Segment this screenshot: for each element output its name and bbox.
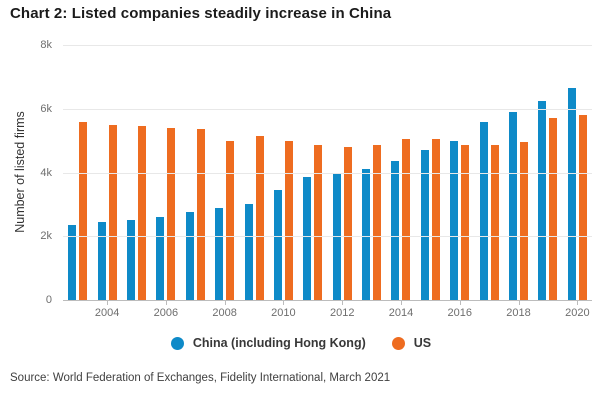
gridline-6k [63, 108, 592, 110]
gridline-2k [63, 236, 592, 238]
bar-us-2015 [431, 139, 440, 300]
bar-group-2020: 2020 [563, 45, 592, 319]
bar-series-container: 2004 2006 2008 2010 2012 2014 2016 2018 2020 [63, 45, 592, 319]
y-tick-label-2k: 2k [40, 230, 52, 243]
bar-us-2017 [490, 145, 499, 300]
bar-china-2003 [68, 225, 77, 300]
x-tick-label-2014: 2014 [388, 307, 414, 319]
bar-china-2004 [97, 221, 106, 300]
bar-group-2016: 2016 [445, 45, 474, 319]
bar-group-2005 [122, 45, 151, 300]
x-tick-mark-2004 [107, 300, 109, 305]
bar-group-2004: 2004 [92, 45, 121, 319]
x-tick-label-2008: 2008 [212, 307, 237, 319]
bar-us-2020 [578, 115, 587, 300]
x-tick-mark-2010 [283, 300, 285, 305]
bar-group-2003 [63, 45, 92, 300]
bar-china-2016 [450, 140, 459, 300]
legend-item-us: US [391, 336, 432, 350]
gridline-4k [63, 172, 592, 174]
x-tick-mark-2012 [342, 300, 344, 305]
bar-china-2006 [156, 217, 165, 300]
x-tick-label-2016: 2016 [447, 307, 473, 319]
bar-china-2008 [215, 207, 224, 300]
bar-china-2015 [420, 150, 429, 300]
bar-group-2009 [239, 45, 268, 300]
x-tick-mark-2006 [165, 300, 167, 305]
bar-us-2005 [137, 126, 146, 300]
bar-group-2010: 2010 [269, 45, 298, 319]
bar-us-2008 [226, 140, 235, 300]
bar-us-2010 [284, 140, 293, 300]
bar-group-2011 [298, 45, 327, 300]
bar-us-2019 [549, 118, 558, 300]
bar-group-2014: 2014 [386, 45, 415, 319]
x-tick-mark-2016 [459, 300, 461, 305]
x-tick-mark-2018 [518, 300, 520, 305]
gridline-8k [63, 45, 592, 46]
bar-group-2018: 2018 [504, 45, 533, 319]
bar-us-2014 [402, 139, 411, 300]
x-tick-label-2018: 2018 [506, 307, 531, 319]
x-tick-label-2010: 2010 [271, 307, 296, 319]
bar-china-2005 [126, 220, 135, 300]
bar-china-2019 [538, 100, 547, 300]
y-axis-title: Number of listed firms [13, 111, 27, 233]
legend: China (including Hong Kong) US [0, 336, 602, 350]
bar-group-2017 [474, 45, 503, 300]
bar-us-2016 [461, 145, 470, 300]
bar-group-2007 [181, 45, 210, 300]
bar-china-2009 [244, 204, 253, 300]
x-tick-label-2012: 2012 [329, 307, 355, 319]
bar-china-2018 [509, 111, 518, 300]
legend-label-us: US [413, 336, 432, 350]
bar-china-2017 [479, 121, 488, 300]
bar-china-2020 [567, 88, 576, 300]
x-tick-mark-2020 [577, 300, 579, 305]
bar-china-2014 [391, 161, 400, 300]
bar-us-2018 [520, 142, 529, 300]
bar-group-2015 [416, 45, 445, 300]
y-tick-label-8k: 8k [40, 39, 52, 51]
bar-group-2008: 2008 [210, 45, 239, 319]
legend-label-china: China (including Hong Kong) [192, 336, 366, 350]
bar-china-2011 [303, 177, 312, 300]
plot-area: 2004 2006 2008 2010 2012 2014 2016 2018 2020 8k 6… [40, 39, 592, 319]
x-tick-label-2004: 2004 [94, 307, 120, 319]
x-tick-mark-2008 [224, 300, 226, 305]
bar-us-2003 [79, 121, 88, 300]
bar-us-2009 [255, 135, 264, 300]
bar-us-2012 [343, 147, 352, 300]
y-tick-label-0: 0 [45, 294, 52, 306]
bar-china-2013 [362, 169, 371, 300]
legend-item-china: China (including Hong Kong) [170, 336, 366, 350]
x-axis-line [63, 300, 592, 301]
y-tick-label-6k: 6k [40, 102, 52, 115]
x-tick-label-2006: 2006 [153, 307, 179, 319]
bar-group-2013 [357, 45, 386, 300]
bar-china-2010 [273, 190, 282, 300]
bar-china-2007 [185, 212, 194, 300]
bar-us-2004 [108, 124, 117, 300]
bar-group-2019 [533, 45, 562, 300]
bar-group-2006: 2006 [151, 45, 180, 319]
x-tick-label-2020: 2020 [565, 307, 590, 319]
x-tick-mark-2014 [400, 300, 402, 305]
us-legend-dot-icon [391, 336, 405, 350]
y-tick-label-4k: 4k [40, 166, 52, 179]
source-attribution: Source: World Federation of Exchanges, F… [10, 372, 391, 384]
bar-us-2006 [167, 127, 176, 300]
bar-us-2011 [314, 145, 323, 300]
china-legend-dot-icon [170, 336, 184, 350]
chart-title: Chart 2: Listed companies steadily incre… [10, 5, 392, 22]
bar-us-2013 [373, 145, 382, 300]
bar-us-2007 [196, 129, 205, 300]
